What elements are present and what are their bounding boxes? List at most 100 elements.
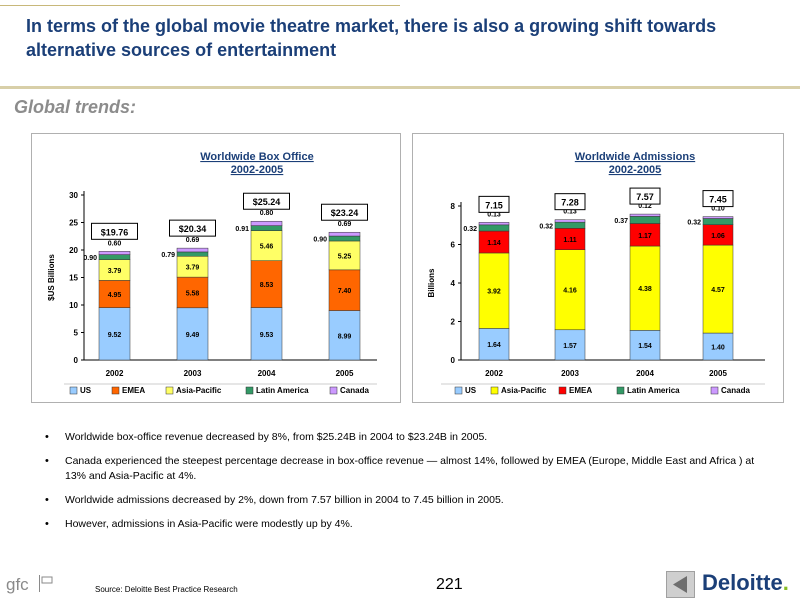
- x-tick-label: 2003: [561, 369, 579, 378]
- data-label: 8.53: [260, 282, 274, 289]
- page-number: 221: [436, 576, 463, 593]
- chart-subtitle: 2002-2005: [609, 164, 662, 176]
- y-axis-label: Billions: [427, 268, 436, 297]
- legend: US EMEA Asia-Pacific Latin America Canada: [64, 383, 377, 395]
- bar-segment: [702, 218, 734, 225]
- chart-title: Worldwide Box Office: [200, 151, 313, 163]
- bar-segment: [250, 220, 283, 226]
- y-tick-label: 0: [451, 356, 456, 365]
- data-label: 1.11: [563, 237, 576, 244]
- bar-segment: [478, 252, 510, 329]
- data-label: 5.58: [186, 290, 200, 297]
- legend-label: Canada: [340, 386, 369, 395]
- legend-swatch: [490, 386, 499, 395]
- total-box: [169, 219, 216, 237]
- total-box: [629, 187, 661, 205]
- brand-dot: .: [782, 570, 789, 595]
- bar-segment: [328, 310, 361, 361]
- total-box: [478, 195, 510, 213]
- back-button[interactable]: [666, 571, 695, 598]
- bullet-item: Worldwide box-office revenue decreased b…: [45, 430, 765, 445]
- bar-segment: [554, 221, 586, 229]
- bar-segment: [629, 330, 661, 361]
- y-tick-label: 5: [74, 329, 79, 338]
- data-label: 0.69: [186, 237, 200, 244]
- total-label: 7.28: [561, 198, 579, 208]
- y-tick-label: 0: [74, 356, 79, 365]
- data-label: 1.40: [711, 345, 725, 352]
- data-label: 7.40: [338, 288, 352, 295]
- source-note: Source: Deloitte Best Practice Research: [95, 585, 238, 594]
- data-label: 4.38: [638, 286, 652, 293]
- bullet-item: Canada experienced the steepest percenta…: [45, 454, 765, 484]
- y-axis-label: $US Billions: [47, 254, 56, 301]
- page-title: In terms of the global movie theatre mar…: [26, 16, 717, 60]
- y-tick-label: 2: [451, 318, 456, 327]
- legend-label: EMEA: [122, 386, 145, 395]
- bar-segment: [98, 307, 131, 361]
- bar-segment: [478, 328, 510, 361]
- legend-swatch: [69, 386, 78, 395]
- data-label: 0.10: [711, 206, 725, 213]
- bullet-list: Worldwide box-office revenue decreased b…: [45, 430, 765, 541]
- title-divider: [0, 86, 800, 89]
- data-label: 0.32: [539, 223, 553, 230]
- section-subtitle: Global trends:: [14, 97, 137, 117]
- legend-label: Asia-Pacific: [501, 386, 547, 395]
- legend-label: Asia-Pacific: [176, 386, 222, 395]
- data-label: 0.12: [638, 203, 652, 210]
- legend-swatch: [165, 386, 174, 395]
- data-label: 4.57: [711, 287, 725, 294]
- bar-segment: [478, 224, 510, 232]
- legend-label: Latin America: [627, 386, 680, 395]
- legend-swatch: [329, 386, 338, 395]
- bar-segment: [629, 216, 661, 224]
- total-box: [702, 190, 734, 208]
- total-box: [554, 193, 586, 211]
- data-label: 3.79: [186, 265, 200, 272]
- svg-text:gfc: gfc: [6, 575, 29, 594]
- data-label: 0.37: [614, 218, 628, 225]
- data-label: 9.53: [260, 332, 274, 339]
- data-label: 1.06: [711, 233, 725, 240]
- data-label: 9.52: [108, 332, 122, 339]
- data-label: 0.32: [687, 220, 701, 227]
- total-label: 7.15: [485, 200, 503, 210]
- total-label: $19.76: [101, 227, 129, 237]
- y-tick-label: 20: [69, 246, 78, 255]
- x-tick-label: 2004: [636, 369, 654, 378]
- legend-swatch: [558, 386, 567, 395]
- bar-segment: [478, 222, 510, 226]
- total-label: $23.24: [331, 208, 359, 218]
- y-tick-label: 25: [69, 219, 78, 228]
- total-box: [321, 203, 368, 221]
- data-label: 4.95: [108, 292, 122, 299]
- data-label: 1.17: [638, 233, 652, 240]
- data-label: 0.13: [563, 209, 577, 216]
- y-tick-label: 4: [451, 279, 456, 288]
- bar-segment: [98, 251, 131, 255]
- total-label: $25.24: [253, 197, 281, 207]
- data-label: 0.90: [83, 255, 97, 262]
- x-tick-label: 2002: [485, 369, 503, 378]
- deloitte-logo: Deloitte.: [702, 570, 789, 596]
- bar-segment: [176, 307, 209, 361]
- bar-segment: [554, 219, 586, 223]
- chart-title: Worldwide Admissions: [575, 151, 695, 163]
- bar-segment: [702, 216, 734, 219]
- total-label: 7.57: [636, 192, 654, 202]
- legend-label: Latin America: [256, 386, 309, 395]
- bar-segment: [328, 269, 361, 311]
- legend-swatch: [710, 386, 719, 395]
- x-tick-label: 2002: [106, 369, 124, 378]
- data-label: 0.13: [487, 211, 501, 218]
- y-tick-label: 6: [451, 241, 456, 250]
- bar-segment: [554, 329, 586, 361]
- data-label: 1.54: [638, 343, 652, 350]
- data-label: 0.60: [108, 240, 122, 247]
- gfc-logo: gfc: [6, 575, 53, 594]
- legend-swatch: [245, 386, 254, 395]
- bar-segment: [250, 260, 283, 308]
- bar-segment: [328, 240, 361, 271]
